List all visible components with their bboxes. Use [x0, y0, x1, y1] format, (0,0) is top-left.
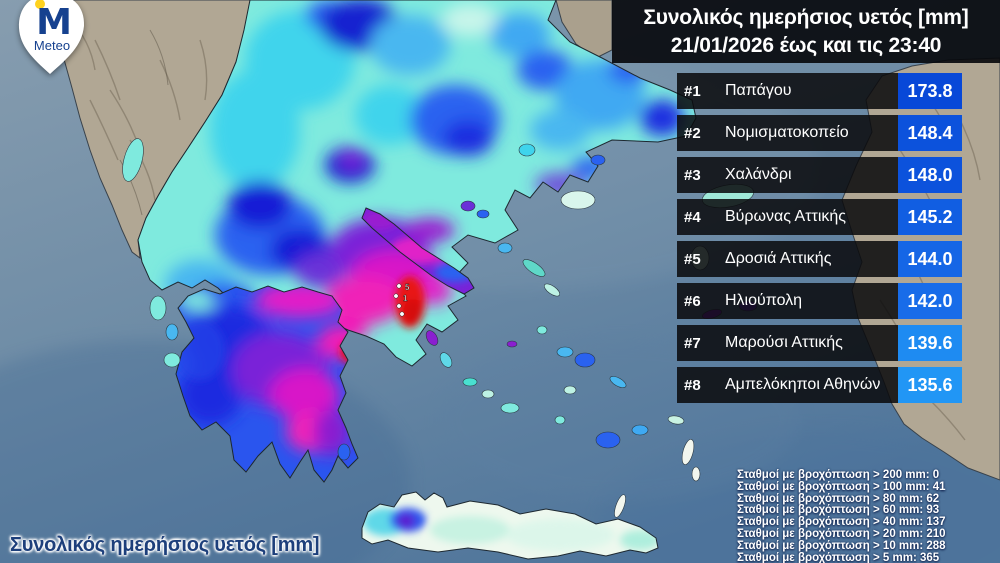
stats-line: Σταθμοί με βροχόπτωση > 100 mm: 41	[737, 480, 946, 493]
station-ranking-list: #1 Παπάγου 173.8 #2 Νομισματοκοπείο 148.…	[677, 73, 962, 409]
rank-label: #2	[684, 124, 701, 142]
map-datetime: 21/01/2026 έως και τις 23:40	[670, 33, 942, 57]
rank-label: #3	[684, 166, 701, 184]
precip-value-badge: 142.0	[898, 283, 962, 319]
logo-blob	[18, 0, 85, 74]
stats-line: Σταθμοί με βροχόπτωση > 5 mm: 365	[737, 551, 940, 563]
logo-sun-dot	[35, 0, 45, 9]
logo-m-glyph: M	[36, 2, 72, 43]
crete-island	[361, 491, 659, 560]
mainland-precipitation	[137, 0, 697, 367]
svg-text:1: 1	[403, 294, 408, 303]
meteo-logo: M Meteo	[18, 0, 85, 74]
ranking-row: #2 Νομισματοκοπείο 148.4	[677, 115, 962, 151]
precip-value-badge: 144.0	[898, 241, 962, 277]
land-west-balkans	[51, 0, 253, 260]
map-title: Συνολικός ημερήσιος υετός [mm]	[643, 5, 969, 29]
ranking-row: #7 Μαρούσι Αττικής 139.6	[677, 325, 962, 361]
station-name: Νομισματοκοπείο	[725, 124, 849, 141]
precip-value-badge: 139.6	[898, 325, 962, 361]
station-name: Ηλιούπολη	[725, 292, 803, 309]
station-name: Δροσιά Αττικής	[725, 250, 832, 267]
ranking-row: #8 Αμπελόκηποι Αθηνών 135.6	[677, 367, 962, 403]
rank-label: #5	[684, 250, 701, 268]
station-name: Αμπελόκηποι Αθηνών	[725, 376, 881, 393]
rank-label: #8	[684, 376, 701, 394]
precip-value-badge: 135.6	[898, 367, 962, 403]
station-name: Παπάγου	[725, 82, 792, 99]
station-name: Χαλάνδρι	[725, 166, 792, 183]
ranking-row: #6 Ηλιούπολη 142.0	[677, 283, 962, 319]
ranking-row: #4 Βύρωνας Αττικής 145.2	[677, 199, 962, 235]
rank-label: #7	[684, 334, 701, 352]
ranking-row: #5 Δροσιά Αττικής 144.0	[677, 241, 962, 277]
rank-label: #1	[684, 82, 701, 100]
stats-line: Σταθμοί με βροχόπτωση > 10 mm: 288	[737, 539, 946, 552]
stats-line: Σταθμοί με βροχόπτωση > 80 mm: 62	[737, 492, 940, 505]
stats-line: Σταθμοί με βροχόπτωση > 200 mm: 0	[737, 469, 940, 481]
stats-line: Σταθμοί με βροχόπτωση > 20 mm: 210	[737, 527, 946, 540]
station-name: Βύρωνας Αττικής	[725, 208, 847, 225]
precip-value-badge: 145.2	[898, 199, 962, 235]
station-markers: 5 1	[393, 283, 410, 317]
ranking-row: #1 Παπάγου 173.8	[677, 73, 962, 109]
map-variable-label: Συνολικός ημερήσιος υετός [mm]	[10, 534, 320, 556]
logo-brand-text: Meteo	[34, 38, 70, 53]
stats-line: Σταθμοί με βροχόπτωση > 60 mm: 93	[737, 504, 940, 517]
precip-value-badge: 148.0	[898, 157, 962, 193]
title-panel: Συνολικός ημερήσιος υετός [mm] 21/01/202…	[612, 0, 1000, 63]
svg-text:5: 5	[405, 283, 410, 292]
precip-value-badge: 173.8	[898, 73, 962, 109]
station-name: Μαρούσι Αττικής	[725, 334, 843, 351]
stats-line: Σταθμοί με βροχόπτωση > 40 mm: 137	[737, 516, 946, 529]
rainfall-threshold-stats: Σταθμοί με βροχόπτωση > 200 mm: 0 Σταθμο…	[737, 469, 946, 563]
precip-value-badge: 148.4	[898, 115, 962, 151]
ranking-row: #3 Χαλάνδρι 148.0	[677, 157, 962, 193]
rank-label: #4	[684, 208, 701, 226]
rank-label: #6	[684, 292, 701, 310]
